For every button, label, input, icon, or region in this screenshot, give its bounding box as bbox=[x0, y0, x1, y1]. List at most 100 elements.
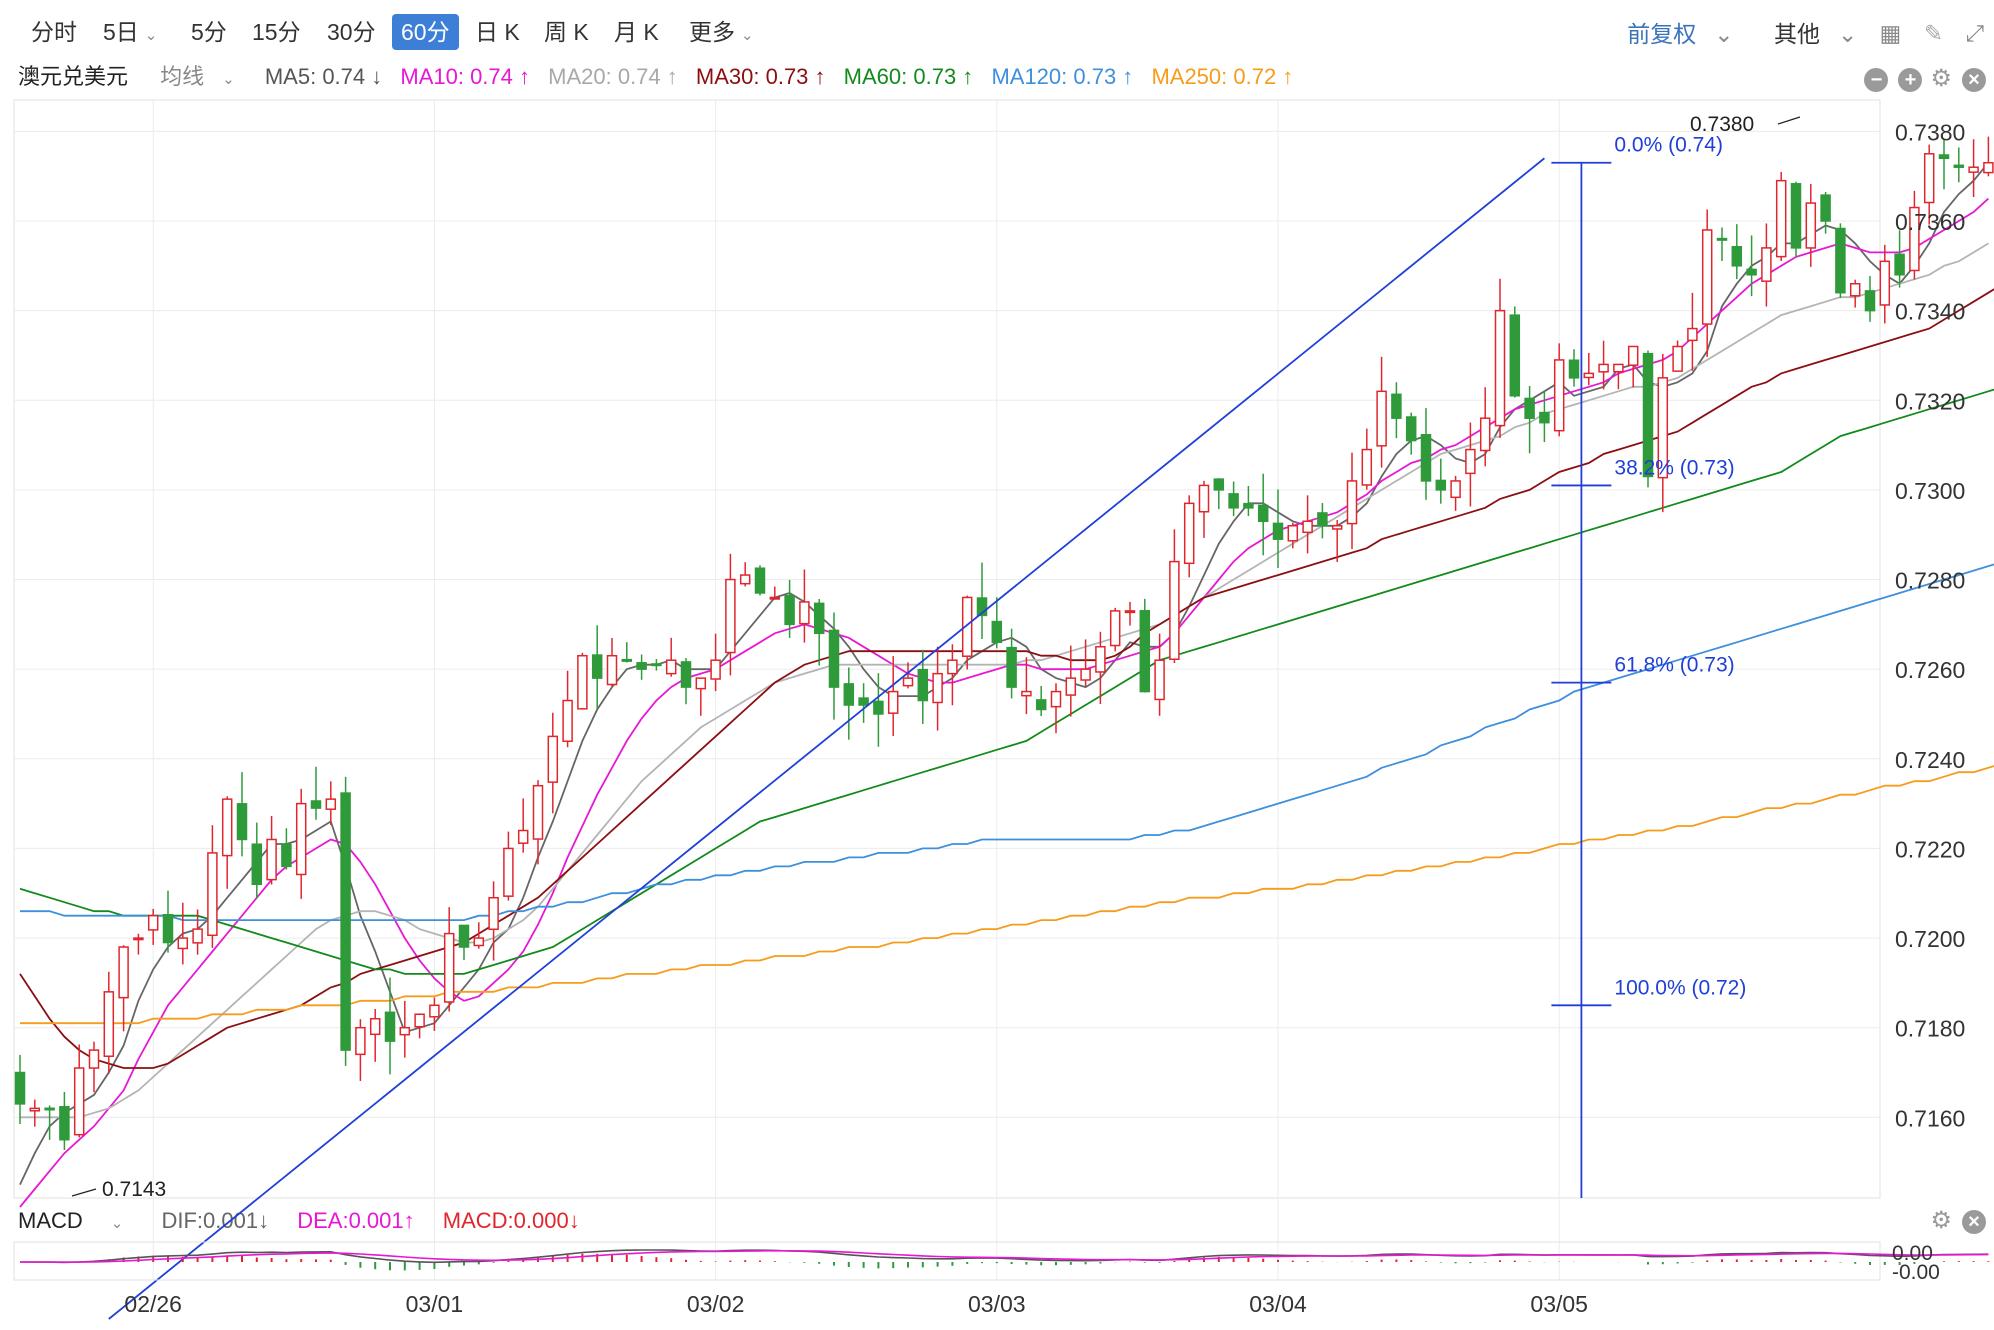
x-tick-label: 03/01 bbox=[406, 1291, 464, 1317]
candle-down bbox=[1790, 183, 1802, 249]
draw-pen-icon[interactable]: ✎ bbox=[1923, 19, 1944, 46]
y-tick-label: 0.7300 bbox=[1895, 478, 1965, 504]
candle-up bbox=[1065, 677, 1077, 696]
ma120-line bbox=[20, 563, 1994, 921]
chevron-down-icon: ⌄ bbox=[1714, 20, 1734, 47]
candle-up bbox=[1302, 520, 1313, 534]
candle-down bbox=[843, 683, 855, 706]
candle-up bbox=[369, 1017, 381, 1036]
ma-type-dropdown[interactable]: 均线 ⌄ bbox=[160, 60, 247, 97]
candle-up bbox=[739, 574, 751, 585]
candle-up bbox=[1154, 659, 1165, 701]
candle-up bbox=[577, 654, 588, 710]
ma30-line bbox=[19, 288, 1994, 1069]
candle-down bbox=[917, 668, 929, 702]
candle-up bbox=[1183, 502, 1195, 565]
candle-up bbox=[399, 1026, 411, 1036]
candle-up bbox=[355, 1026, 366, 1056]
candle-up bbox=[266, 838, 277, 881]
candle-up bbox=[1287, 525, 1299, 542]
gear-icon[interactable]: ⚙ bbox=[1930, 65, 1952, 92]
candle-down bbox=[162, 914, 174, 944]
candle-down bbox=[1938, 154, 1950, 160]
candle-up bbox=[1124, 610, 1136, 614]
candle-down bbox=[1835, 227, 1846, 294]
tab-15min[interactable]: 15分 bbox=[252, 19, 301, 45]
chevron-down-icon: ⌄ bbox=[144, 27, 158, 44]
candle-up bbox=[1701, 229, 1713, 325]
main-chart-controls: − + ⚙ × bbox=[1854, 64, 1986, 93]
tab-60min[interactable]: 60分 bbox=[392, 14, 459, 50]
candle-down bbox=[458, 924, 470, 948]
gear-icon[interactable]: ⚙ bbox=[1930, 1207, 1952, 1234]
candle-up bbox=[1775, 179, 1787, 258]
candle-down bbox=[1006, 646, 1017, 688]
candle-up bbox=[473, 937, 485, 947]
ma60-line bbox=[19, 388, 1994, 975]
candle-up bbox=[1331, 525, 1343, 530]
candle-up bbox=[133, 937, 144, 941]
more-menu[interactable]: 更多 ⌄ bbox=[680, 14, 763, 50]
other-dropdown[interactable]: 其他 ⌄ bbox=[1756, 14, 1857, 52]
candle-up bbox=[1479, 417, 1491, 452]
y-tick-label: 0.7320 bbox=[1895, 388, 1965, 414]
grid-icon[interactable]: ▦ bbox=[1879, 19, 1902, 46]
candle-up bbox=[1879, 260, 1891, 306]
tab-intraday[interactable]: 分时 bbox=[31, 19, 77, 45]
tab-5day[interactable]: 5日 ⌄ bbox=[94, 14, 166, 50]
adjust-dropdown[interactable]: 前复权 ⌄ bbox=[1609, 14, 1733, 52]
tab-monthly-k[interactable]: 月 K bbox=[614, 19, 659, 45]
macd-y-tick-label: 0.00 bbox=[1892, 1242, 1933, 1265]
candle-down bbox=[784, 594, 795, 626]
close-icon[interactable]: × bbox=[1962, 1210, 1986, 1234]
plus-icon[interactable]: + bbox=[1898, 68, 1923, 92]
candle-down bbox=[1035, 699, 1047, 711]
macd-dropdown[interactable]: MACD ⌄ bbox=[18, 1204, 145, 1241]
candle-up bbox=[414, 1013, 425, 1028]
period-toolbar: 分时 5日 ⌄ 5分 15分 30分 60分 日 K 周 K 月 K 更多 ⌄ 前复… bbox=[0, 0, 1994, 64]
x-tick-label: 03/03 bbox=[968, 1291, 1026, 1317]
ma10-value: MA10: 0.74 ↑ bbox=[400, 64, 531, 89]
candle-down bbox=[1864, 290, 1876, 312]
candle-up bbox=[547, 735, 559, 783]
tab-30min[interactable]: 30分 bbox=[327, 19, 376, 45]
candle-down bbox=[991, 620, 1003, 644]
candle-up bbox=[207, 852, 218, 937]
candle-down bbox=[1642, 352, 1654, 478]
candle-down bbox=[1391, 393, 1402, 419]
candle-down bbox=[1243, 502, 1254, 509]
x-tick-label: 03/02 bbox=[687, 1291, 745, 1317]
candle-up bbox=[695, 677, 707, 690]
tab-weekly-k[interactable]: 周 K bbox=[544, 19, 589, 45]
fullscreen-icon[interactable]: ⤢ bbox=[1965, 19, 1984, 46]
candle-down bbox=[1746, 268, 1757, 276]
candle-up bbox=[1095, 646, 1106, 673]
candle-up bbox=[932, 672, 943, 704]
tab-daily-k[interactable]: 日 K bbox=[475, 19, 520, 45]
tab-5min[interactable]: 5分 bbox=[191, 19, 227, 45]
close-icon[interactable]: × bbox=[1962, 68, 1986, 92]
candle-up bbox=[1553, 359, 1565, 432]
macd-label: MACD bbox=[18, 1208, 83, 1233]
candle-up bbox=[221, 798, 233, 857]
candle-up bbox=[1494, 309, 1506, 427]
minus-icon[interactable]: − bbox=[1864, 68, 1889, 92]
candle-up bbox=[88, 1049, 100, 1069]
y-tick-label: 0.7280 bbox=[1895, 568, 1965, 594]
more-menu-label: 更多 bbox=[689, 19, 735, 45]
candle-up bbox=[73, 1067, 85, 1136]
candle-down bbox=[976, 597, 988, 617]
candle-down bbox=[1524, 397, 1535, 419]
candle-up bbox=[1687, 327, 1698, 342]
candle-down bbox=[1420, 434, 1432, 482]
y-tick-label: 0.7220 bbox=[1895, 836, 1965, 862]
candle-up bbox=[1361, 448, 1373, 486]
adjust-label: 前复权 bbox=[1627, 20, 1697, 47]
candle-up bbox=[429, 1004, 440, 1018]
candle-up bbox=[1805, 202, 1817, 249]
candle-up bbox=[1198, 484, 1210, 513]
candle-down bbox=[14, 1071, 26, 1105]
x-tick-label: 03/05 bbox=[1530, 1291, 1588, 1317]
candle-down bbox=[621, 658, 633, 662]
